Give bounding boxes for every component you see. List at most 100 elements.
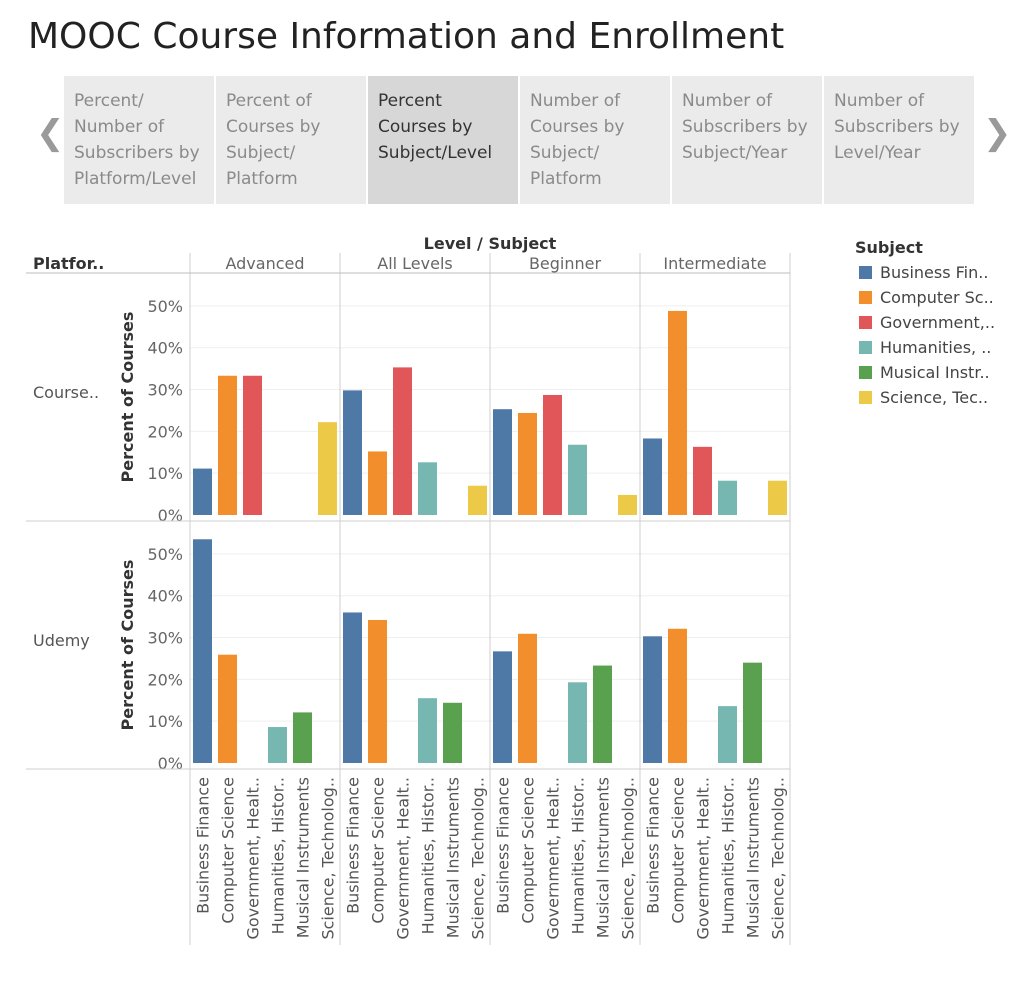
bar-course-0-5 — [318, 422, 337, 515]
y-tick-label: 30% — [147, 381, 183, 400]
x-category-label: Science, Technolog.. — [769, 777, 788, 940]
bar-udemy-3-1 — [668, 628, 687, 763]
story-point-6[interactable]: Number of Subscribers by Level/Year — [824, 76, 974, 204]
bar-udemy-3-4 — [743, 662, 762, 763]
legend-swatch — [859, 366, 872, 379]
bar-udemy-2-0 — [493, 651, 512, 763]
legend-title: Subject — [855, 238, 923, 257]
y-tick-label: 20% — [147, 422, 183, 441]
legend-swatch — [859, 266, 872, 279]
legend-item[interactable]: Science, Tec.. — [855, 385, 1015, 410]
x-category-label: Business Finance — [344, 777, 363, 914]
bar-course-0-0 — [193, 468, 212, 515]
legend-item[interactable]: Computer Sc.. — [855, 285, 1015, 310]
x-category-label: Business Finance — [194, 777, 213, 914]
bar-course-0-2 — [243, 375, 262, 515]
story-point-2[interactable]: Percent of Courses by Subject/ Platform — [216, 76, 366, 204]
level-header-1: All Levels — [377, 254, 453, 273]
legend-label: Humanities, .. — [880, 338, 992, 357]
level-header-0: Advanced — [225, 254, 304, 273]
bar-udemy-1-4 — [443, 702, 462, 763]
x-category-label: Science, Technolog.. — [469, 777, 488, 940]
y-tick-label: 0% — [158, 506, 183, 525]
legend-label: Musical Instr.. — [880, 363, 990, 382]
bar-course-2-0 — [493, 409, 512, 515]
y-tick-label: 0% — [158, 754, 183, 773]
legend-label: Computer Sc.. — [880, 288, 994, 307]
y-axis-label-0: Percent of Courses — [118, 312, 137, 483]
story-point-5[interactable]: Number of Subscribers by Subject/Year — [672, 76, 822, 204]
chevron-left-icon[interactable]: ❮ — [36, 113, 65, 153]
bar-course-1-0 — [343, 390, 362, 515]
legend-items: Business Fin.. Computer Sc.. Government,..… — [855, 260, 1015, 410]
bar-udemy-0-3 — [268, 727, 287, 763]
level-header-2: Beginner — [529, 254, 602, 273]
bar-course-3-0 — [643, 438, 662, 515]
x-category-label: Business Finance — [494, 777, 513, 914]
x-category-label: Humanities, Histor.. — [419, 777, 438, 934]
bar-udemy-3-3 — [718, 706, 737, 763]
x-category-label: Business Finance — [644, 777, 663, 914]
bar-course-3-3 — [718, 480, 737, 515]
bar-udemy-0-4 — [293, 712, 312, 763]
platform-label-0: Course.. — [33, 383, 99, 402]
bar-chart: Level / Subject Platfor.. Advanced All Leve… — [26, 234, 791, 945]
y-tick-label: 10% — [147, 464, 183, 483]
x-category-label: Humanities, Histor.. — [569, 777, 588, 934]
story-point-4[interactable]: Number of Courses by Subject/ Platform — [520, 76, 670, 204]
legend-item[interactable]: Musical Instr.. — [855, 360, 1015, 385]
x-category-label: Musical Instruments — [444, 777, 463, 938]
y-tick-label: 50% — [147, 297, 183, 316]
x-category-label: Government, Healt.. — [244, 777, 263, 940]
bar-udemy-2-3 — [568, 682, 587, 763]
bar-course-1-2 — [393, 367, 412, 515]
legend-label: Government,.. — [880, 313, 996, 332]
x-category-label: Computer Science — [519, 777, 538, 924]
legend-swatch — [859, 341, 872, 354]
legend-swatch — [859, 391, 872, 404]
story-point-3[interactable]: Percent Courses by Subject/Level — [368, 76, 518, 204]
y-tick-label: 30% — [147, 629, 183, 648]
legend-item[interactable]: Government,.. — [855, 310, 1015, 335]
x-category-label: Computer Science — [369, 777, 388, 924]
subject-legend: Subject Business Fin.. Computer Sc.. Gover… — [855, 238, 1015, 410]
y-axis-label-1: Percent of Courses — [118, 560, 137, 731]
bar-udemy-3-0 — [643, 636, 662, 763]
bar-course-1-3 — [418, 462, 437, 515]
platform-label-1: Udemy — [33, 631, 90, 650]
x-category-label: Government, Healt.. — [544, 777, 563, 940]
x-category-label: Humanities, Histor.. — [269, 777, 288, 934]
bar-udemy-2-1 — [518, 633, 537, 763]
x-category-label: Government, Healt.. — [694, 777, 713, 940]
x-category-label: Science, Technolog.. — [319, 777, 338, 940]
legend-item[interactable]: Humanities, .. — [855, 335, 1015, 360]
bar-course-3-5 — [768, 480, 787, 515]
bar-udemy-1-1 — [368, 619, 387, 763]
bar-course-1-5 — [468, 485, 487, 515]
x-category-label: Musical Instruments — [294, 777, 313, 938]
x-category-label: Government, Healt.. — [394, 777, 413, 940]
legend-swatch — [859, 316, 872, 329]
platform-header: Platfor.. — [33, 254, 104, 273]
bar-udemy-0-1 — [218, 654, 237, 763]
x-category-label: Computer Science — [219, 777, 238, 924]
y-tick-label: 40% — [147, 587, 183, 606]
bar-course-2-2 — [543, 394, 562, 515]
legend-label: Science, Tec.. — [880, 388, 989, 407]
x-category-label: Musical Instruments — [744, 777, 763, 938]
bar-udemy-2-4 — [593, 665, 612, 763]
legend-label: Business Fin.. — [880, 263, 989, 282]
story-point-1[interactable]: Percent/ Number of Subscribers by Platfo… — [64, 76, 214, 204]
chevron-right-icon[interactable]: ❯ — [983, 113, 1012, 153]
story-points: Percent/ Number of Subscribers by Platfo… — [64, 76, 975, 204]
legend-item[interactable]: Business Fin.. — [855, 260, 1015, 285]
y-tick-label: 20% — [147, 670, 183, 689]
bar-course-2-5 — [618, 494, 637, 515]
x-category-label: Humanities, Histor.. — [719, 777, 738, 934]
bar-udemy-1-0 — [343, 612, 362, 763]
story-navigator: ❮ Percent/ Number of Subscribers by Plat… — [0, 76, 1019, 204]
y-tick-label: 40% — [147, 339, 183, 358]
x-category-label: Computer Science — [669, 777, 688, 924]
dashboard-title: MOOC Course Information and Enrollment — [28, 16, 785, 57]
bar-udemy-1-3 — [418, 698, 437, 763]
